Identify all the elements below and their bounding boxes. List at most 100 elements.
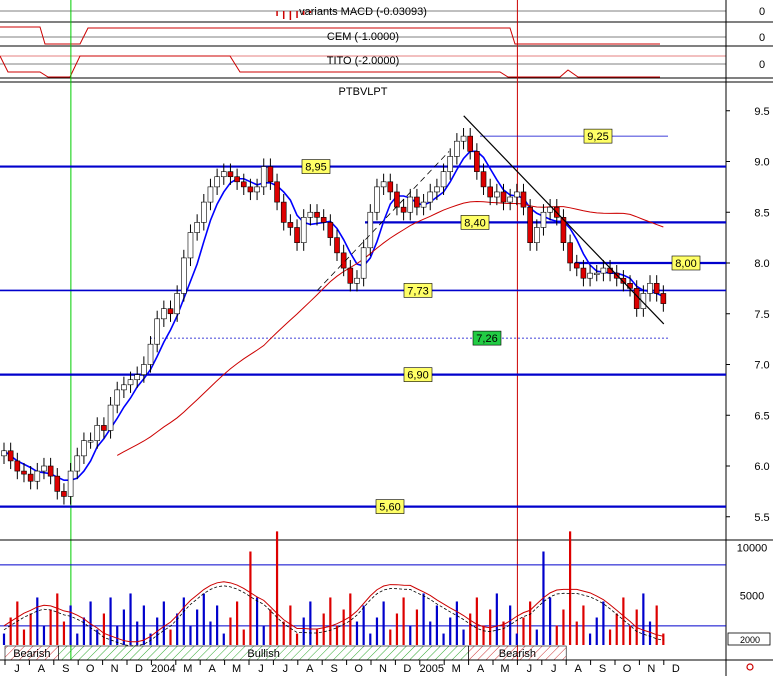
candle-body [134, 374, 140, 381]
tito-line [0, 55, 660, 78]
candle-body [201, 201, 207, 223]
month-label: J [283, 663, 289, 675]
candle-body [354, 277, 360, 284]
candle-body [394, 191, 400, 208]
level-label: 8,00 [675, 258, 696, 270]
candle-body [127, 379, 134, 386]
candle-body [41, 465, 47, 472]
price-tick-label: 6.5 [754, 410, 769, 422]
candle-body [327, 222, 334, 238]
month-label: J [551, 663, 557, 675]
candle-body [1, 450, 7, 457]
candle-body [81, 440, 87, 457]
month-label: D [403, 663, 411, 675]
candle-body [174, 293, 180, 315]
candle-body [247, 186, 254, 193]
volume-box-label: 2000 [740, 635, 760, 645]
candle-body [94, 425, 101, 441]
level-label: 8,95 [305, 162, 326, 174]
candle-body [653, 282, 660, 294]
candle-body [547, 206, 553, 213]
level-label-box [301, 159, 331, 174]
candle-body [647, 282, 653, 294]
month-label: S [62, 663, 69, 675]
candle-body [267, 166, 274, 183]
month-label: 2004 [151, 663, 175, 675]
price-tick-label: 9.0 [754, 157, 769, 169]
candle-body [387, 181, 394, 193]
month-label: S [599, 663, 606, 675]
month-label: D [135, 663, 143, 675]
level-label-box [472, 330, 502, 346]
indicator-axis-label: 0 [759, 32, 765, 44]
price-tick-label: 8.0 [754, 258, 769, 270]
candle-body [434, 186, 440, 193]
candle-body [21, 470, 27, 475]
month-label: D [672, 663, 680, 675]
candle-body [360, 247, 367, 279]
volume-oscillator [3, 581, 664, 643]
candle-body [600, 267, 607, 274]
candle-body [367, 211, 374, 249]
ma-long-line [116, 200, 664, 456]
status-icon [746, 663, 754, 671]
candle-body [300, 217, 307, 243]
candle-body [67, 470, 74, 497]
month-label: O [354, 663, 363, 675]
candle-body [633, 288, 640, 309]
volume-oscillator-signal [3, 585, 664, 647]
level-label: 7,73 [407, 285, 428, 297]
month-label: N [111, 663, 119, 675]
candle-body [567, 242, 573, 264]
candle-body [187, 232, 194, 259]
candle-body [280, 201, 287, 223]
candle-body [560, 217, 567, 243]
candle-body [107, 404, 114, 431]
month-label: A [575, 663, 583, 675]
candle-body [380, 181, 387, 188]
candle-body [260, 166, 267, 188]
candle-body [240, 181, 247, 188]
candle-body [47, 465, 54, 477]
candle-body [207, 186, 214, 203]
month-label: M [452, 663, 461, 675]
candle-body [447, 156, 454, 172]
indicator-title: variants MACD (-0.03093) [299, 6, 427, 18]
candle-body [427, 191, 434, 203]
indicator-axis-label: 0 [759, 6, 765, 18]
level-label: 8,40 [464, 217, 485, 229]
level-label-box [460, 215, 490, 230]
candle-body [274, 181, 280, 203]
candle-body [214, 176, 220, 188]
candle-body [334, 237, 340, 254]
candle-body [121, 384, 127, 391]
candle-body [474, 151, 480, 172]
candle-body [527, 206, 533, 244]
resistance-trendline [463, 115, 665, 325]
level-label-box [671, 255, 701, 271]
candle-body [27, 473, 34, 482]
candle-body [194, 222, 200, 233]
month-label: M [232, 663, 241, 675]
price-tick-label: 8.5 [754, 207, 769, 219]
indicator-axis-label: 0 [759, 59, 765, 71]
cem-line [0, 26, 660, 45]
ma-short-line [3, 150, 664, 482]
chart-title: PTBVLPT [339, 86, 388, 98]
candle-body [227, 171, 234, 178]
volume-tick-label: 5000 [740, 590, 764, 602]
month-label: A [38, 663, 46, 675]
candle-body [167, 308, 174, 315]
candle-body [234, 176, 240, 183]
candle-body [580, 267, 587, 279]
candle-body [454, 140, 460, 157]
candle-body [593, 272, 600, 275]
price-tick-label: 5.5 [754, 512, 769, 524]
indicator-title: TITO (-2.0000) [327, 55, 400, 67]
level-label: 5,60 [379, 502, 400, 514]
candle-body [294, 227, 300, 244]
month-label: S [331, 663, 338, 675]
candle-body [640, 293, 647, 309]
candle-body [254, 186, 260, 193]
